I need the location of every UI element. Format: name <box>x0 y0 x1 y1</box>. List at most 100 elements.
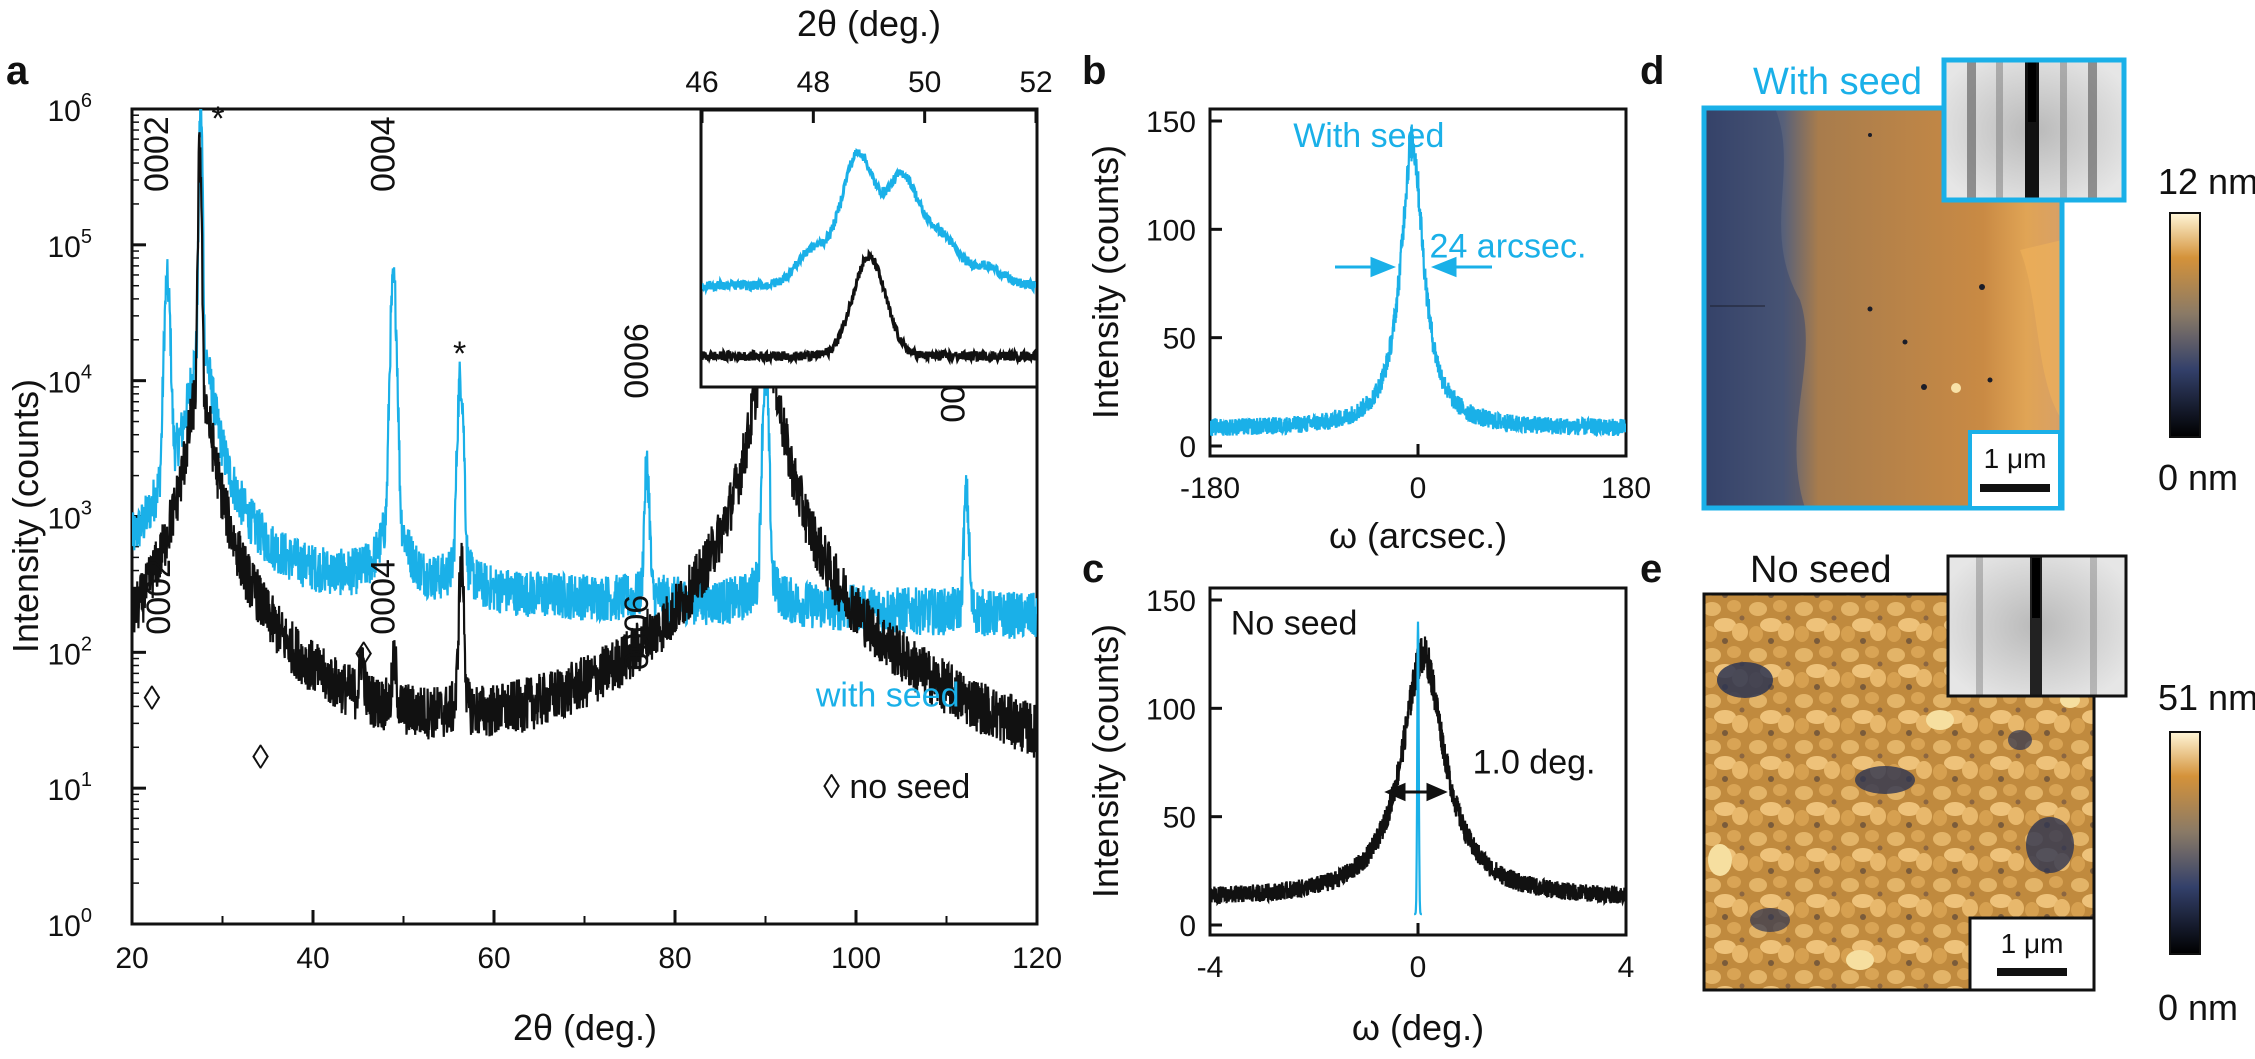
no-seed-xrd-curve <box>132 109 1037 758</box>
a-ytick-label: 105 <box>48 226 93 264</box>
panel-b-ylabel: Intensity (counts) <box>1085 145 1126 419</box>
inset-xlabel: 2θ (deg.) <box>797 3 941 44</box>
scalebar-d <box>1980 484 2050 492</box>
panel-b-xlabel: ω (arcsec.) <box>1329 515 1507 556</box>
a-ytick-label: 106 <box>48 90 93 128</box>
scalebar-box-e <box>1968 916 2096 992</box>
inset-with-seed-curve <box>702 147 1036 296</box>
panel-b-ytick-labels: 0 50 100 150 <box>1146 106 1196 464</box>
with-seed-rocking-curve <box>1210 124 1626 438</box>
a-xtick-label: 60 <box>477 942 510 975</box>
a-xtick-label: 120 <box>1012 942 1062 975</box>
fwhm-arrow-c <box>1384 782 1448 802</box>
scalebar-box-d <box>1968 430 2062 510</box>
a-annotation: * <box>211 100 224 138</box>
a-ytick-label: 100 <box>48 905 93 943</box>
a-ytick-label: 103 <box>48 498 93 536</box>
with-seed-xrd-curve <box>132 109 1037 639</box>
c-xtick-label: -4 <box>1197 951 1224 984</box>
inset-xtick-labels: 46 48 50 52 <box>685 66 1052 99</box>
a-ytick-label: 102 <box>48 633 93 671</box>
a-ytick-label: 104 <box>48 362 93 400</box>
panel-b-xtick-labels: -180 0 180 <box>1180 472 1651 505</box>
panel-a-annotations: 0002000400060008000200040006**◊◊◊with se… <box>138 100 972 806</box>
b-ytick-label: 100 <box>1146 214 1196 247</box>
rheed-inset-with-seed <box>1941 57 2127 203</box>
a-peak-label: 0004 <box>364 116 402 192</box>
panel-c-ytick-labels: 0 50 100 150 <box>1146 585 1196 943</box>
panel-c-xtick-labels: -4 0 4 <box>1197 951 1635 984</box>
a-ytick-label: 101 <box>48 769 93 807</box>
panel-b-label: b <box>1082 49 1106 93</box>
scalebar-label-d: 1 μm <box>1984 443 2047 474</box>
panel-e-title: No seed <box>1750 549 1892 591</box>
c-ytick-label: 100 <box>1146 693 1196 726</box>
panel-e: e No seed 1 μm 51 nm 0 nm <box>1640 547 2255 1028</box>
a-peak-label: 0002 <box>140 559 178 635</box>
panel-c-xlabel: ω (deg.) <box>1352 1007 1484 1048</box>
a-peak-label: 0006 <box>618 323 656 399</box>
b-ytick-label: 150 <box>1146 106 1196 139</box>
c-ytick-label: 0 <box>1179 910 1196 943</box>
with-seed-rocking-curve-c <box>1414 621 1422 916</box>
b-ytick-label: 50 <box>1163 323 1196 356</box>
a-annotation: with seed <box>815 676 960 714</box>
panel-d: d With seed 1 μm <box>1640 49 2255 511</box>
colorbar-e <box>2169 731 2201 955</box>
panel-c-ylabel: Intensity (counts) <box>1085 624 1126 898</box>
panel-d-title: With seed <box>1753 61 1922 103</box>
a-peak-label: 0002 <box>138 116 176 192</box>
panel-a: a 20 40 60 80 100 120 100 101 102 103 104 105 106 2… <box>5 3 1062 1048</box>
a-xtick-label: 80 <box>658 942 691 975</box>
a-peak-label: 0004 <box>364 559 402 635</box>
c-annotation: No seed <box>1231 605 1358 643</box>
a-annotation: ◊ <box>144 679 161 717</box>
inset-xtick-label: 50 <box>908 66 941 99</box>
a-annotation: ◊ <box>252 738 269 776</box>
a-annotation: ◊ no seed <box>823 768 970 806</box>
c-annotation: 1.0 deg. <box>1473 743 1596 781</box>
panel-c-label: c <box>1082 547 1104 591</box>
panel-a-xlabel: 2θ (deg.) <box>513 1007 657 1048</box>
colorbar-min-d: 0 nm <box>2158 457 2238 498</box>
panel-e-label: e <box>1640 547 1662 591</box>
inset-frame <box>699 108 1039 389</box>
panel-d-label: d <box>1640 49 1664 93</box>
panel-c-annotations: No seed 1.0 deg. <box>1231 605 1596 782</box>
scalebar-label-e: 1 μm <box>2001 928 2064 959</box>
a-xtick-label: 40 <box>296 942 329 975</box>
panel-a-label: a <box>6 49 29 93</box>
b-xtick-label: 0 <box>1410 472 1427 505</box>
panel-b-ticks <box>1208 119 1628 456</box>
inset-ticks <box>700 111 1038 123</box>
inset-xtick-label: 52 <box>1019 66 1052 99</box>
panel-c-ticks <box>1208 598 1628 935</box>
c-xtick-label: 0 <box>1410 951 1427 984</box>
c-ytick-label: 50 <box>1163 802 1196 835</box>
colorbar-max-e: 51 nm <box>2158 677 2255 718</box>
inset-xtick-label: 46 <box>685 66 718 99</box>
rheed-inset-no-seed <box>1946 554 2128 698</box>
panel-b-frame <box>1208 107 1628 458</box>
inset-xtick-label: 48 <box>797 66 830 99</box>
panel-a-ylabel: Intensity (counts) <box>5 379 46 653</box>
panel-a-ytick-labels: 100 101 102 103 104 105 106 <box>48 90 93 943</box>
a-annotation: ◊ <box>355 635 372 673</box>
a-xtick-label: 20 <box>115 942 148 975</box>
scalebar-e <box>1997 968 2067 976</box>
a-xtick-label: 100 <box>831 942 881 975</box>
colorbar-max-d: 12 nm <box>2158 161 2255 202</box>
panel-a-xtick-labels: 20 40 60 80 100 120 <box>115 942 1062 975</box>
b-xtick-label: 180 <box>1601 472 1651 505</box>
inset-no-seed-curve <box>702 248 1036 366</box>
panel-a-inset: 46 48 50 52 2θ (deg.) <box>685 3 1053 389</box>
b-xtick-label: -180 <box>1180 472 1240 505</box>
b-annotation: With seed <box>1293 117 1444 155</box>
c-ytick-label: 150 <box>1146 585 1196 618</box>
colorbar-min-e: 0 nm <box>2158 987 2238 1028</box>
colorbar-d <box>2169 212 2201 438</box>
c-xtick-label: 4 <box>1618 951 1635 984</box>
